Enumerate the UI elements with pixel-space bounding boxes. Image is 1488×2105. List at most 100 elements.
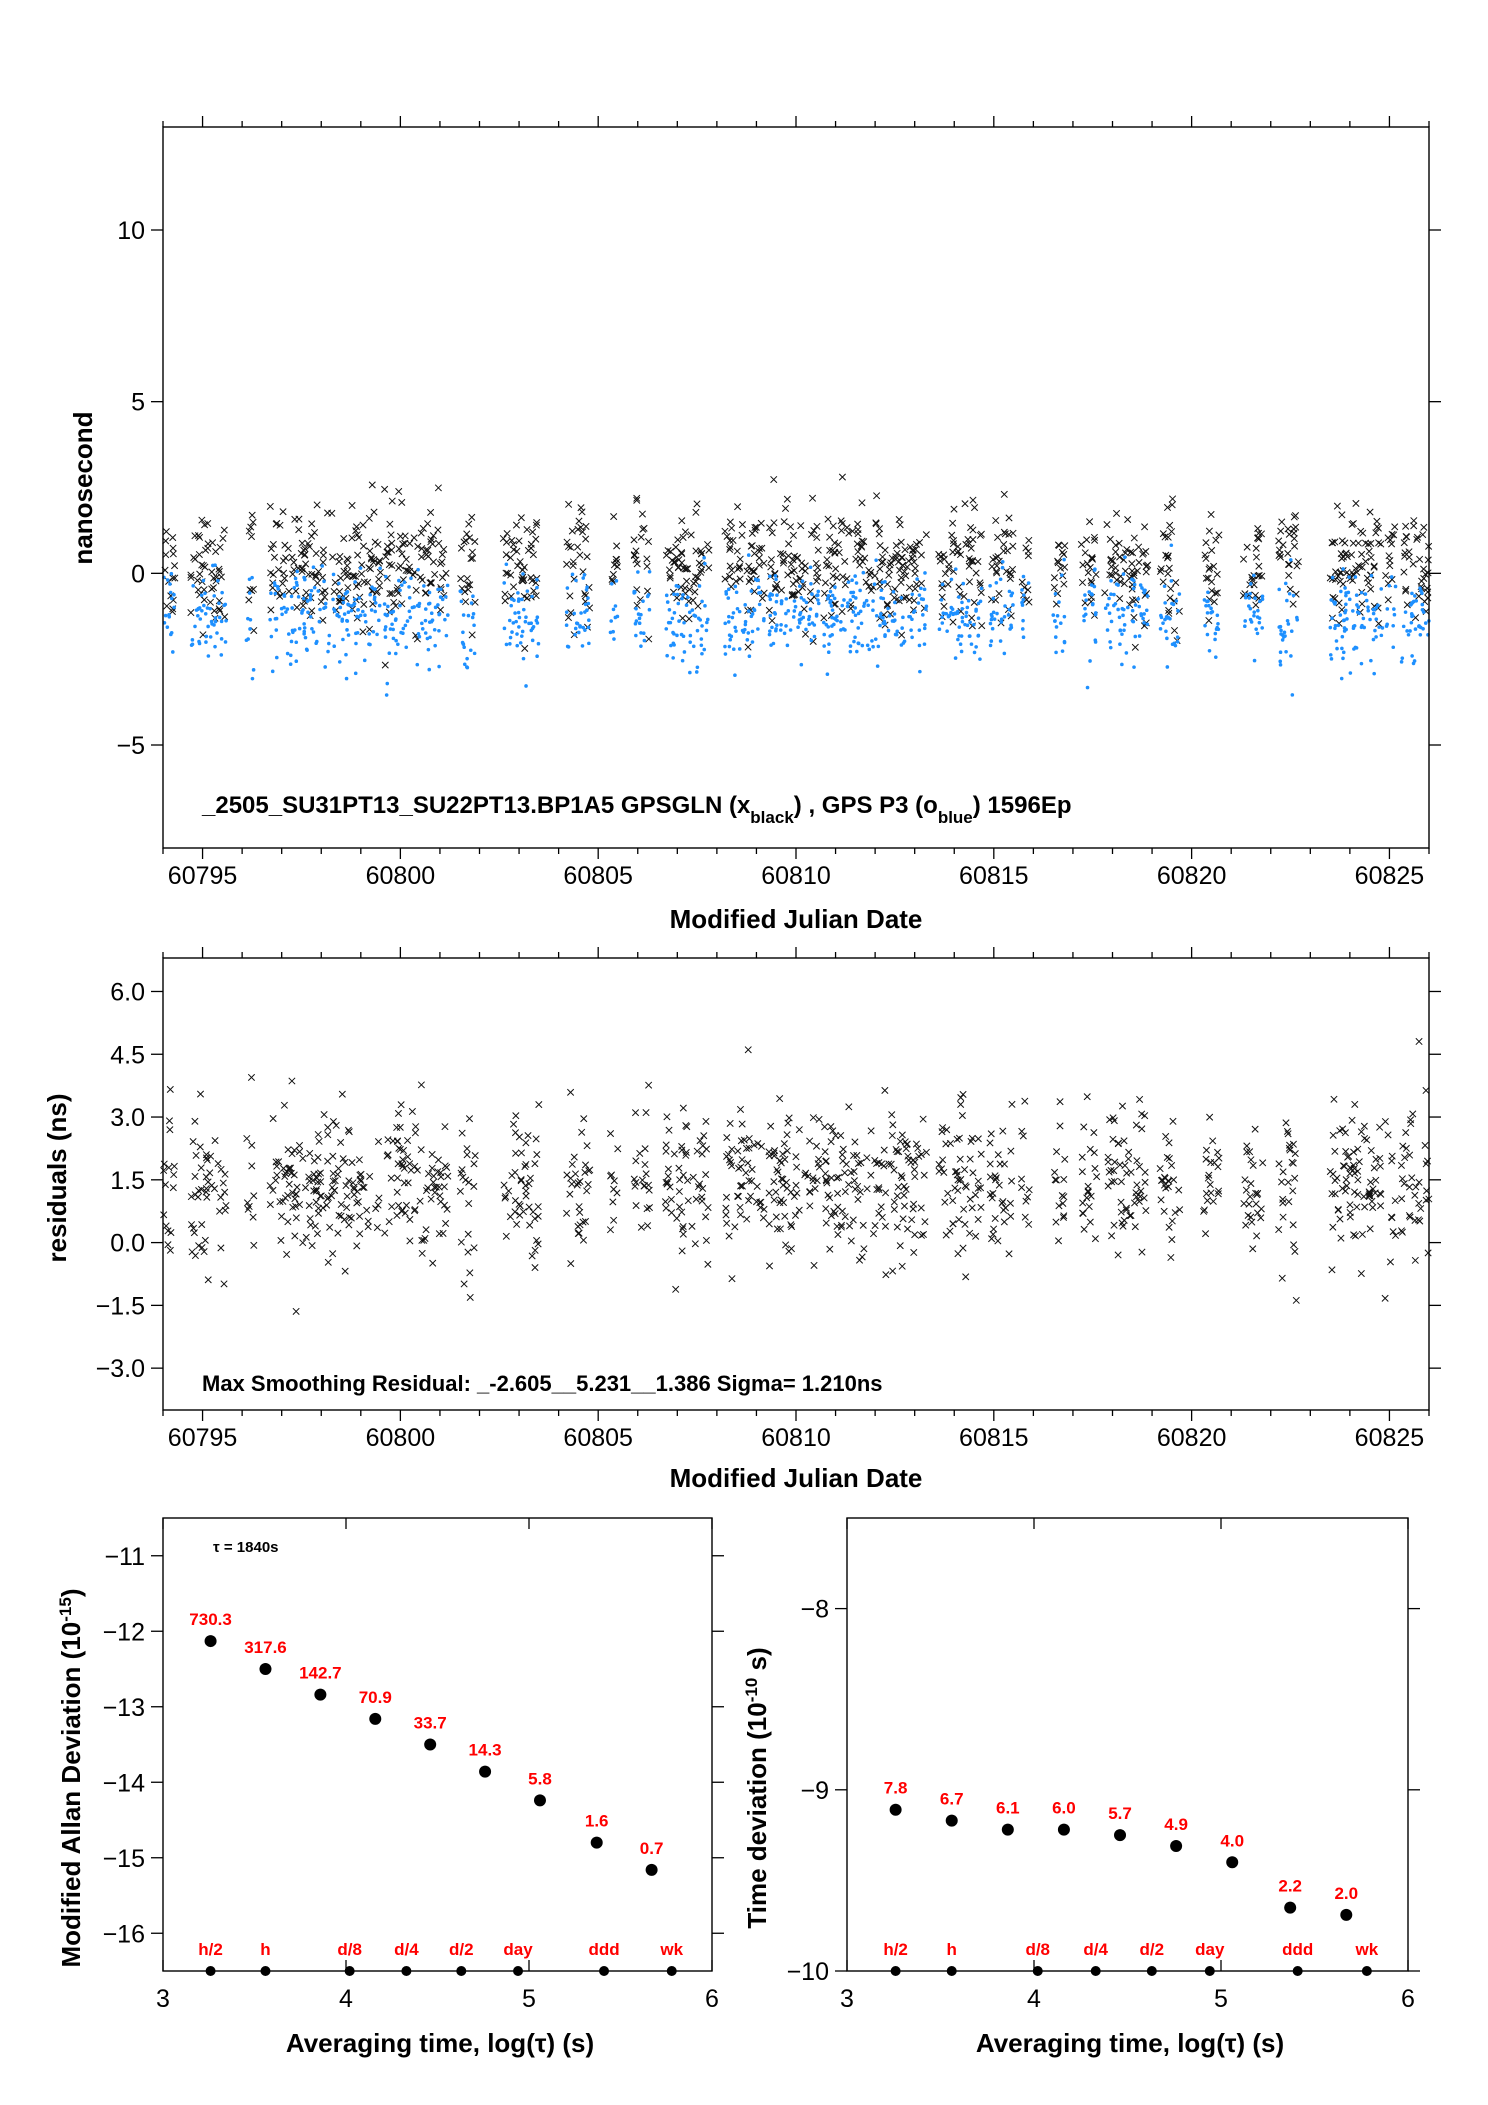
- interval-marker: [456, 1966, 467, 1976]
- point-dot: [682, 620, 686, 625]
- point-x: [738, 1182, 746, 1190]
- point-x: [1355, 1158, 1363, 1166]
- point-dot: [741, 630, 746, 634]
- point-dot: [1082, 614, 1086, 618]
- point-x: [285, 1180, 293, 1188]
- point-x: [705, 546, 713, 554]
- point-x: [822, 1176, 830, 1184]
- point-x: [1208, 578, 1216, 586]
- point-dot: [1374, 617, 1379, 621]
- point-dot: [637, 616, 642, 621]
- point-x: [243, 1134, 251, 1143]
- point-x: [986, 1190, 994, 1199]
- point-x: [883, 600, 891, 608]
- point-x: [909, 1205, 917, 1213]
- point-x: [1001, 1204, 1010, 1212]
- point-x: [1333, 502, 1341, 510]
- point-x: [666, 572, 674, 580]
- point-x: [578, 508, 586, 516]
- point-x: [777, 1175, 786, 1183]
- point-x: [827, 1138, 835, 1146]
- point-x: [1336, 577, 1344, 585]
- point-x: [302, 560, 310, 568]
- tdev-xlabel: Averaging time, log(τ) (s): [976, 2028, 1284, 2058]
- point-dot: [969, 642, 974, 646]
- point-x: [1061, 563, 1069, 571]
- point-dot: [682, 650, 687, 654]
- point-x: [217, 1165, 225, 1173]
- point-x: [1210, 562, 1218, 570]
- point-dot: [300, 611, 304, 615]
- point-x: [820, 614, 828, 622]
- point-x: [1347, 551, 1356, 559]
- point-x: [564, 542, 573, 551]
- point-x: [977, 589, 985, 597]
- point-dot: [851, 610, 856, 614]
- point-x: [470, 1182, 478, 1190]
- deviation-point: [1114, 1829, 1127, 1842]
- point-x: [809, 1174, 817, 1182]
- point-x: [858, 1253, 866, 1261]
- point-x: [463, 1145, 471, 1153]
- point-dot: [726, 620, 731, 624]
- point-x: [888, 1111, 896, 1119]
- point-x: [968, 1134, 976, 1142]
- interval-marker: [599, 1966, 610, 1976]
- point-x: [742, 1169, 750, 1177]
- point-dot: [352, 597, 357, 602]
- point-x: [281, 1172, 289, 1180]
- point-x: [904, 1152, 912, 1160]
- point-x: [882, 1271, 890, 1279]
- point-dot: [201, 578, 206, 583]
- point-x: [164, 1241, 172, 1249]
- point-x: [1005, 514, 1013, 522]
- residuals-axes: 60795 60800 60805 60810 60815 60820 60825−3.0−…: [96, 947, 1441, 1452]
- point-dot: [444, 633, 449, 638]
- point-x: [502, 1192, 510, 1201]
- point-x: [742, 1144, 751, 1152]
- point-x: [334, 1170, 342, 1178]
- point-x: [968, 556, 977, 565]
- point-dot: [1277, 587, 1282, 592]
- point-x: [1405, 1183, 1414, 1191]
- point-x: [901, 546, 909, 554]
- point-dot: [472, 651, 477, 656]
- point-dot: [1142, 588, 1146, 593]
- point-x: [1252, 553, 1261, 561]
- point-x: [911, 1173, 919, 1181]
- point-x: [694, 573, 702, 581]
- point-dot: [1204, 603, 1208, 608]
- point-dot: [583, 628, 587, 632]
- point-x: [682, 1122, 690, 1130]
- point-dot: [284, 610, 288, 614]
- point-dot: [1207, 648, 1212, 653]
- point-dot: [883, 633, 887, 637]
- point-dot: [870, 639, 874, 643]
- point-x: [750, 567, 758, 576]
- point-dot: [959, 649, 964, 654]
- point-x: [515, 1133, 523, 1141]
- point-dot: [785, 643, 790, 648]
- point-x: [821, 589, 829, 597]
- point-dot: [1145, 594, 1150, 598]
- point-x: [1384, 596, 1392, 604]
- point-dot: [1252, 613, 1256, 618]
- point-dot: [587, 641, 591, 646]
- point-dot: [1021, 574, 1026, 579]
- point-x: [249, 518, 257, 526]
- point-x: [968, 1204, 976, 1212]
- point-dot: [1354, 593, 1359, 598]
- point-x: [666, 574, 674, 582]
- point-dot: [461, 630, 465, 635]
- point-x: [771, 585, 780, 593]
- point-x: [988, 1235, 996, 1243]
- y-tick-label: −8: [800, 1596, 829, 1624]
- point-x: [353, 1187, 361, 1196]
- point-dot: [960, 600, 964, 605]
- point-dot: [1340, 646, 1344, 651]
- point-x: [583, 553, 591, 561]
- point-x: [211, 1136, 219, 1145]
- plot-frame: [846, 1517, 1409, 1972]
- point-x: [813, 522, 821, 530]
- point-x: [1081, 549, 1089, 557]
